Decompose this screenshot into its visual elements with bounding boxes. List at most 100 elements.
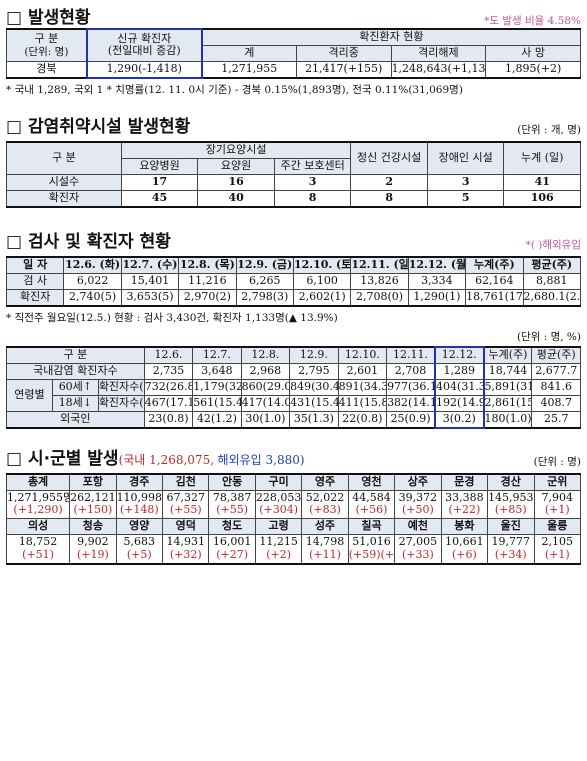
header-cell: 12.9. (금)	[235, 256, 294, 274]
table-cell: 8	[350, 189, 428, 208]
table-cell: 18,752 (+51)	[5, 534, 71, 565]
header-cell: 예천	[394, 518, 442, 536]
cell-line: 44,584	[352, 490, 391, 504]
table-cell: 3(0.2)	[434, 410, 485, 429]
cell-line: 39,372	[398, 490, 438, 504]
cell-line: (+55)	[216, 503, 249, 517]
header-cell: 의성	[5, 518, 71, 536]
table-cell: 42(1.2)	[192, 410, 242, 429]
table-cell: 1,271,955명 (+1,290)	[5, 489, 71, 520]
header-cell: 12.10.	[337, 346, 388, 364]
cell-line: (+59)(+1)	[348, 548, 395, 562]
header-cell: 12.11. (일)	[350, 256, 409, 274]
table-cell: 6,022	[63, 272, 122, 290]
table-cell: 15,401	[120, 272, 180, 290]
header-cell: 12.8.	[240, 346, 291, 364]
header-cell: 칠곡	[347, 518, 396, 536]
cell-line: 5,683	[123, 535, 156, 549]
table-cell: 2,798(3)	[235, 288, 294, 307]
cell-line: 14,931	[166, 535, 205, 549]
cell-line: 67,327	[166, 490, 205, 504]
header-cell: 12.10. (토)	[292, 256, 352, 274]
header-cell: 12.6. (화)	[63, 256, 122, 274]
table-cell: 52,022 (+83)	[301, 489, 349, 520]
table-cell: 7,904 (+1)	[533, 489, 581, 520]
header-cell: 경산	[487, 473, 535, 491]
header-cell: 영천	[347, 473, 396, 491]
table-cell: 경북	[5, 60, 88, 79]
table-cell: 2,708	[386, 362, 436, 380]
table-cell: 2,105 (+1)	[533, 534, 581, 565]
table-cell: 2,680.1(2.4)	[522, 288, 582, 307]
header-cell: 12.12.	[434, 345, 485, 364]
table-cell: 2,795	[289, 362, 339, 380]
table-cell: 44,584 (+56)	[347, 489, 396, 520]
header-cell: 18세↓	[51, 394, 99, 412]
cell-line: 구 분	[34, 31, 59, 45]
footnote: * 국내 1,289, 국외 1 * 치명률(12. 11. 0시 기준) - …	[6, 83, 463, 96]
header-cell: 평균(주)	[531, 346, 581, 364]
header-cell: 검 사	[5, 272, 65, 290]
case-detail-table: 구 분 12.6. 12.7. 12.8. 12.9. 12.10. 12.11. 12.12…	[6, 345, 581, 429]
table-cell: 19,777 (+34)	[487, 534, 535, 565]
table-cell: 228,053 (+304)	[254, 489, 303, 520]
header-cell: 구미	[254, 473, 303, 491]
cell-line: 27,005	[398, 535, 438, 549]
header-cell: 연령별	[6, 378, 53, 412]
section-header: □ 검사 및 확진자 현황 *( )해외유입	[6, 226, 581, 252]
table-cell: 14,931 (+32)	[161, 534, 210, 565]
table-cell: 2,970(2)	[178, 288, 237, 307]
overseas-total: 해외유입 3,880)	[217, 452, 305, 467]
header-cell: 요양병원	[120, 157, 199, 175]
table-cell: 1,179(32.3)	[192, 378, 242, 396]
table-row: 1,271,955명 (+1,290) 262,121 (+150) 110,998 (+…	[5, 489, 581, 520]
table-cell: 408.7	[531, 394, 581, 412]
section-header: □ 감염취약시설 발생현황 (단위 : 개, 명)	[6, 111, 581, 137]
cell-line: 16,001	[212, 535, 252, 549]
table-cell: 262,121 (+150)	[69, 489, 117, 520]
cell-line: (+51)	[22, 548, 54, 562]
table-row: 총계 포항 경주 김천 안동 구미 영주 영천 상주 문경 경산 군위	[5, 473, 581, 491]
header-cell: 포항	[69, 473, 117, 491]
header-cell: 영덕	[161, 518, 210, 536]
table-row: 의성 청송 영양 영덕 청도 고령 성주 칠곡 예천 봉화 울진 울릉	[5, 518, 581, 536]
cell-line: 11,215	[259, 535, 298, 549]
table-cell: 3,334	[407, 272, 467, 290]
cell-line: (+85)	[494, 503, 527, 517]
header-cell: 평균(주)	[522, 256, 582, 274]
table-cell: 5,683 (+5)	[115, 534, 164, 565]
cell-line: (+22)	[448, 503, 481, 517]
table-cell: 145,953 (+85)	[487, 489, 535, 520]
cell-line: (+56)	[355, 503, 388, 517]
cell-line: 1,271,955명	[7, 490, 70, 504]
table-cell: 404(31.3)	[434, 378, 485, 396]
table-cell: 14,798 (+11)	[301, 534, 349, 565]
header-cell: 문경	[440, 473, 489, 491]
header-cell: 누계 (일)	[503, 141, 581, 175]
section-header: □ 시·군별 발생(국내 1,268,075, 해외유입 3,880) (단위 …	[6, 443, 581, 469]
table-cell: 891(34.3)	[337, 378, 388, 396]
cell-line: (+32)	[169, 548, 202, 562]
table-cell: 17	[120, 173, 199, 191]
status-table: 구 분 (단위: 명) 신규 확진자 (전일대비 증감) 확진환자 현황 계 격리중 격리해제…	[5, 27, 581, 79]
cell-line: 신규 확진자	[117, 31, 172, 45]
table-cell: 30(1.0)	[240, 410, 291, 429]
cell-line: 2,105	[541, 535, 574, 549]
table-cell: 25.7	[531, 410, 581, 429]
table-cell: 11,215 (+2)	[254, 534, 303, 565]
header-cell: 격리중	[295, 44, 392, 62]
cell-line: (+27)	[216, 548, 249, 562]
ratio-note: *도 발생 비율 4.58%	[484, 15, 581, 27]
header-cell: 12.9.	[289, 346, 339, 364]
table-cell: 1,895(+2)	[485, 60, 581, 79]
header-cell: 신규 확진자 (전일대비 증감)	[85, 27, 203, 62]
header-cell: 누계(주)	[482, 346, 533, 364]
header-cell: 60세↑	[51, 378, 99, 396]
table-row: 구 분 12.6. 12.7. 12.8. 12.9. 12.10. 12.11. 12.12…	[6, 345, 581, 364]
table-cell: 2,740(5)	[63, 288, 122, 307]
cell-line: 110,998	[116, 490, 163, 504]
table-cell: 5,891(31.4)	[482, 378, 533, 396]
table-cell: 411(15.8)	[337, 394, 388, 412]
table-cell: 21,417(+155)	[295, 60, 392, 79]
